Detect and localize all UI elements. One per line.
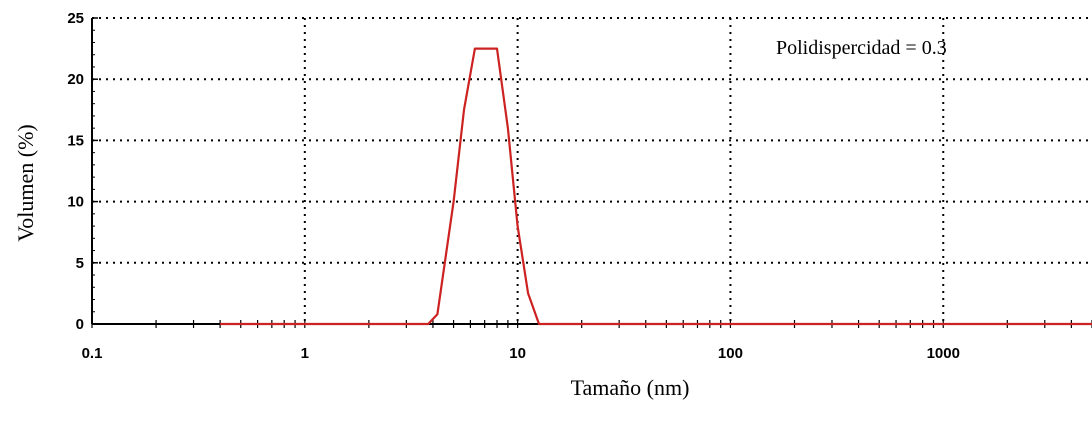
- y-tick-label: 20: [67, 71, 84, 88]
- grid: [92, 17, 1092, 324]
- x-tick-label: 1: [301, 345, 309, 362]
- x-tick-label: 100: [718, 345, 743, 362]
- y-tick-label: 5: [76, 255, 84, 272]
- y-tick-label: 0: [76, 316, 84, 333]
- x-tick-label: 0.1: [82, 345, 103, 362]
- y-tick-label: 10: [67, 194, 84, 211]
- polydispersity-annotation: Polidispercidad = 0.3: [776, 37, 947, 59]
- series-layer: [220, 47, 1092, 326]
- x-tick-label: 10: [509, 345, 526, 362]
- x-tick-label: 1000: [927, 345, 960, 362]
- tick-labels: 0 5 10 15 20 25 0.1 1 10 100 1000: [67, 10, 960, 362]
- y-axis-label: Volumen (%): [13, 124, 38, 242]
- x-axis-label: Tamaño (nm): [571, 375, 690, 400]
- axes: [91, 17, 1092, 328]
- y-tick-label: 15: [67, 132, 84, 149]
- series-line: [220, 47, 1092, 326]
- y-tick-label: 25: [67, 10, 84, 27]
